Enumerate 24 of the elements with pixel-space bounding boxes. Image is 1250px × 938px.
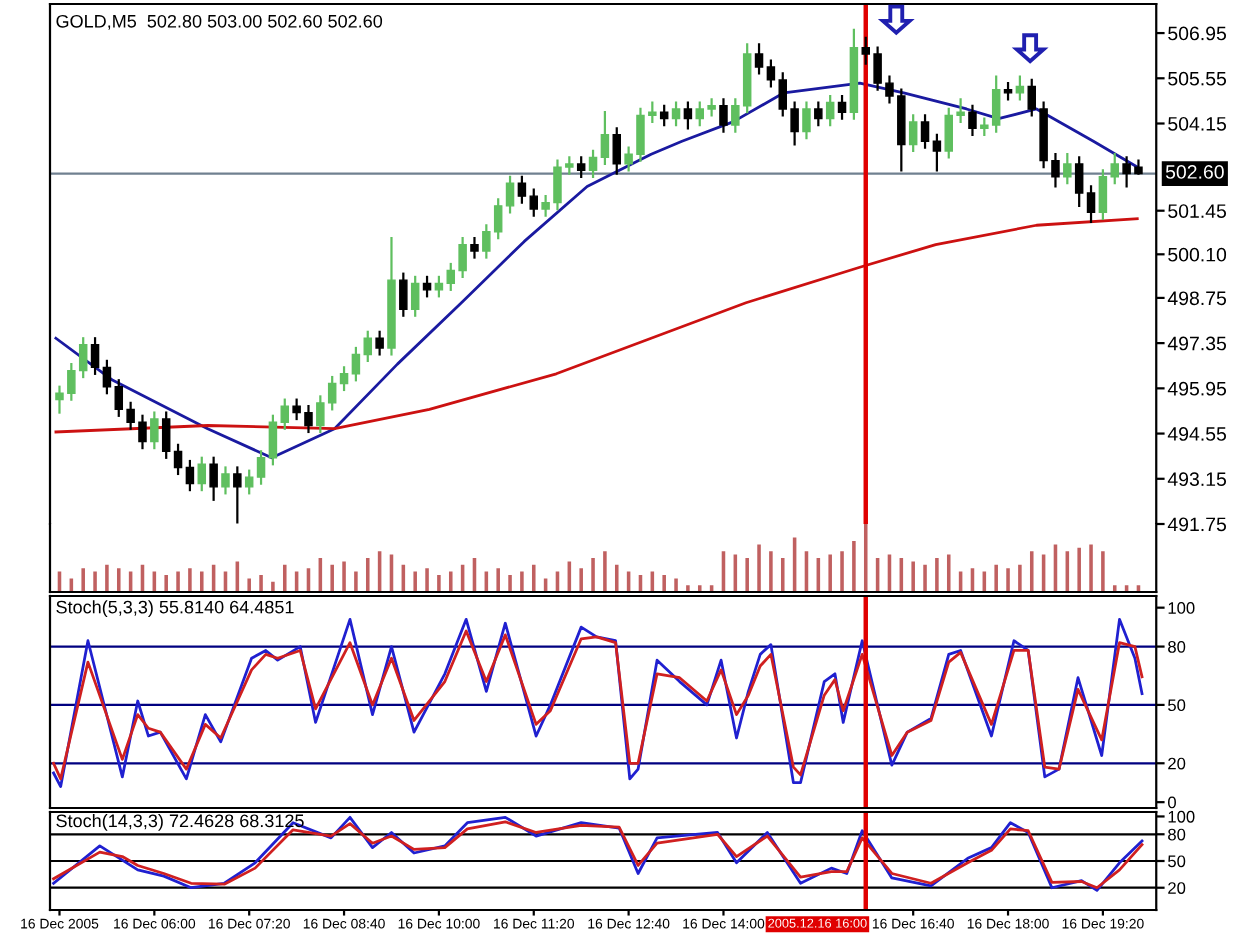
ref-line-label: 502.60 bbox=[1165, 165, 1224, 179]
y-tick-label: 50 bbox=[1168, 855, 1186, 868]
y-tick-label: 506.95 bbox=[1168, 26, 1227, 41]
y-tick-label: 493.15 bbox=[1167, 472, 1227, 487]
y-tick-label: 20 bbox=[1168, 882, 1186, 894]
y-tick-label: 500.10 bbox=[1168, 247, 1227, 262]
y-tick-label: 0 bbox=[1168, 796, 1176, 809]
y-tick-label: 504.15 bbox=[1168, 116, 1227, 131]
y-tick-label: 494.55 bbox=[1167, 427, 1227, 441]
y-tick-label: 100 bbox=[1168, 602, 1195, 614]
y-tick-label: 501.45 bbox=[1168, 204, 1227, 218]
y-tick-label: 20 bbox=[1168, 757, 1186, 770]
y-tick-label: 497.35 bbox=[1167, 336, 1227, 351]
y-tick-label: 505.55 bbox=[1168, 71, 1227, 86]
y-tick-label: 80 bbox=[1168, 828, 1186, 841]
y-tick-label: 491.75 bbox=[1167, 517, 1227, 532]
y-tick-label: 80 bbox=[1168, 640, 1186, 653]
y-tick-label: 498.75 bbox=[1167, 291, 1227, 306]
y-tick-label: 50 bbox=[1168, 699, 1186, 712]
chart-title: Stoch(14,3,3) 72.4628 68.3125 bbox=[56, 813, 304, 831]
chart-title: Stoch(5,3,3) 55.8140 64.4851 bbox=[56, 600, 294, 618]
text: GOLD,M5 502.80 503.00 502.60 502.60 bbox=[56, 14, 383, 30]
y-tick-label: 495.95 bbox=[1167, 381, 1227, 396]
y-tick-label: 100 bbox=[1168, 810, 1195, 823]
